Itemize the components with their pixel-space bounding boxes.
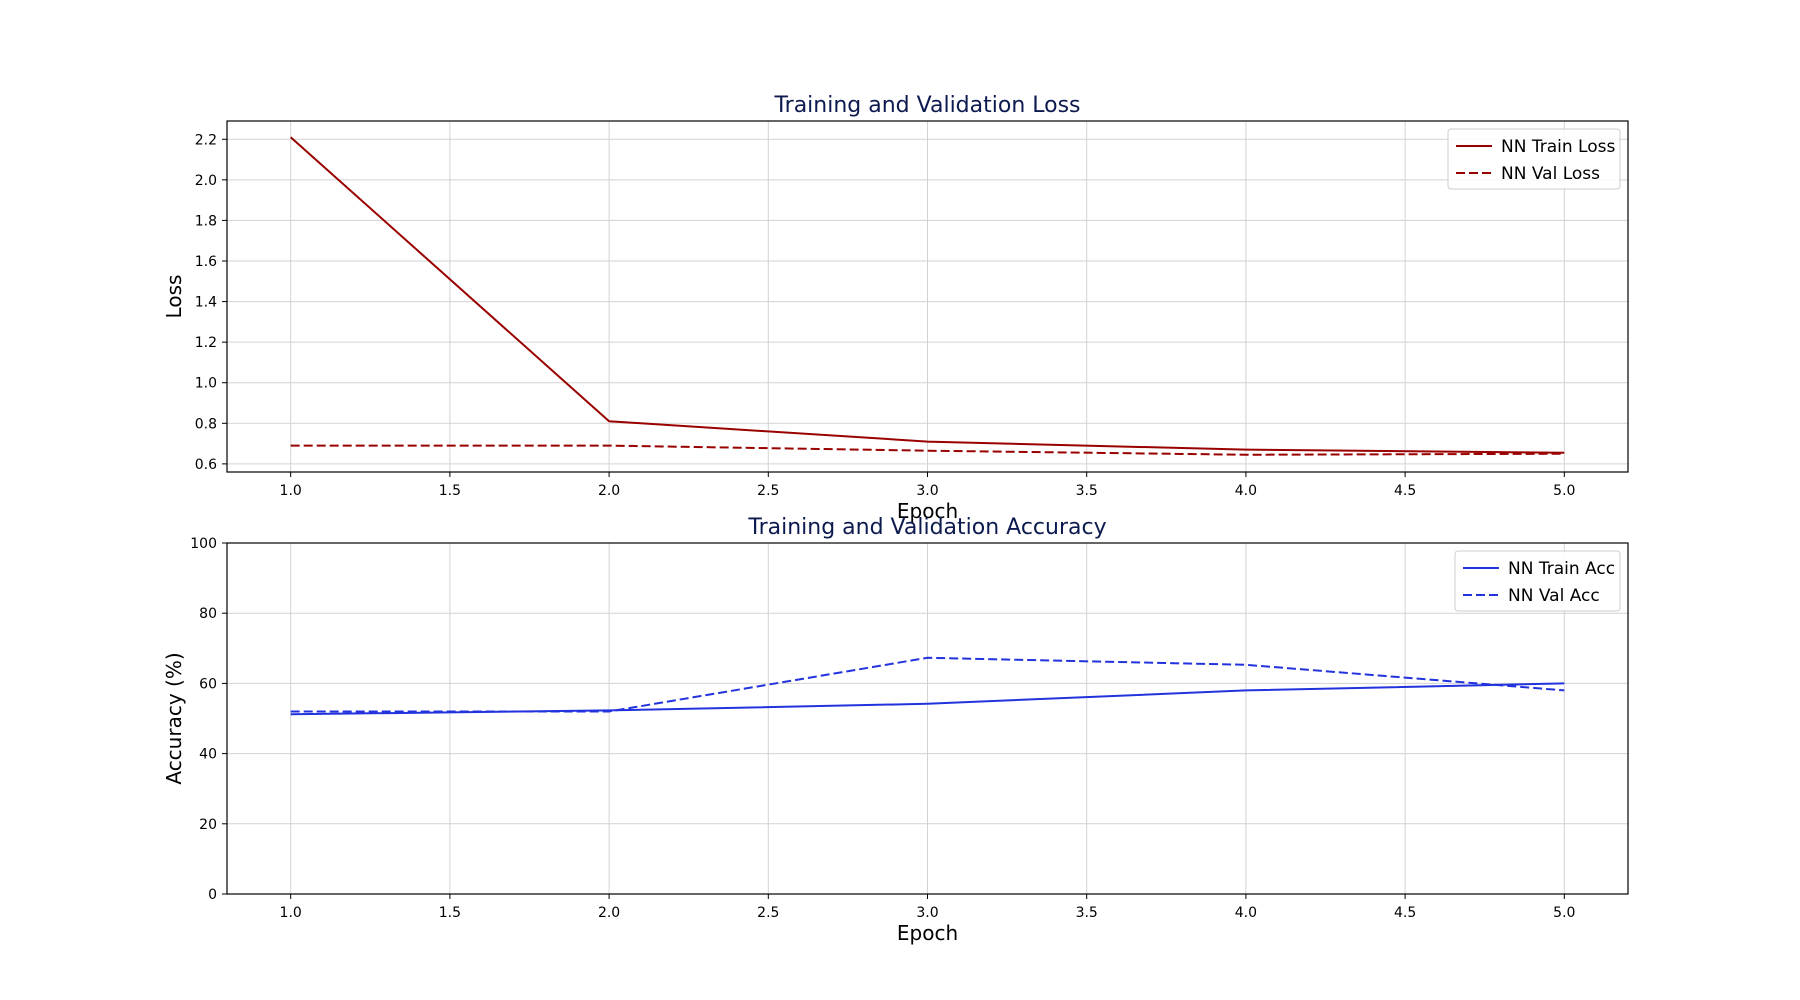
accuracy-y-tick-label: 0	[208, 887, 217, 903]
loss-x-tick-label: 2.5	[757, 483, 779, 499]
accuracy-y-tick-label: 40	[199, 747, 217, 763]
loss-ticks: 1.0 1.5 2.0 2.5 3.0 3.5 4.0 4.5 5.0 0.6 0.8 1.0 1.2 1…	[195, 132, 1576, 499]
accuracy-x-tick-label: 1.0	[280, 905, 302, 921]
accuracy-legend-label-1: NN Train Acc	[1508, 559, 1615, 579]
accuracy-x-tick-label: 4.5	[1394, 905, 1416, 921]
accuracy-x-tick-label: 2.0	[598, 905, 620, 921]
accuracy-chart-title: Training and Validation Accuracy	[747, 515, 1106, 540]
accuracy-y-tick-label: 80	[199, 606, 217, 622]
accuracy-y-tick-label: 100	[190, 536, 217, 552]
loss-series-line-2	[290, 444, 1565, 456]
accuracy-x-tick-label: 4.0	[1235, 905, 1257, 921]
accuracy-y-tick-label: 60	[199, 676, 217, 692]
loss-x-tick-label: 3.0	[916, 483, 938, 499]
accuracy-x-tick-label: 5.0	[1553, 905, 1575, 921]
accuracy-chart: 1.0 1.5 2.0 2.5 3.0 3.5 4.0 4.5 5.0020406080100 …	[162, 515, 1629, 945]
loss-legend-label-1: NN Train Loss	[1501, 137, 1615, 157]
accuracy-x-tick-label: 3.0	[916, 905, 938, 921]
loss-x-tick-label: 1.0	[280, 483, 302, 499]
loss-series	[290, 136, 1565, 456]
loss-y-axis-label: Loss	[162, 275, 186, 319]
accuracy-x-axis-label: Epoch	[897, 921, 958, 945]
loss-y-tick-label: 1.4	[195, 295, 217, 311]
loss-x-tick-label: 3.5	[1076, 483, 1098, 499]
accuracy-x-tick-label: 3.5	[1076, 905, 1098, 921]
accuracy-grid	[227, 542, 1628, 895]
loss-y-tick-label: 0.6	[195, 457, 217, 473]
accuracy-y-tick-label: 20	[199, 817, 217, 833]
loss-y-tick-label: 0.8	[195, 416, 217, 432]
accuracy-y-axis-label: Accuracy (%)	[162, 652, 186, 784]
loss-x-axis-label: Epoch	[897, 499, 958, 523]
loss-x-tick-label: 4.5	[1394, 483, 1416, 499]
loss-x-tick-label: 2.0	[598, 483, 620, 499]
loss-chart-title: Training and Validation Loss	[773, 93, 1080, 118]
loss-y-tick-label: 1.0	[195, 376, 217, 392]
accuracy-legend-label-2: NN Val Acc	[1508, 586, 1600, 606]
loss-x-tick-label: 4.0	[1235, 483, 1257, 499]
loss-x-tick-label: 5.0	[1553, 483, 1575, 499]
accuracy-x-tick-label: 2.5	[757, 905, 779, 921]
loss-y-tick-label: 2.0	[195, 173, 217, 189]
loss-y-tick-label: 1.8	[195, 213, 217, 229]
loss-y-tick-label: 1.2	[195, 335, 217, 351]
loss-x-tick-label: 1.5	[439, 483, 461, 499]
loss-y-tick-label: 2.2	[195, 132, 217, 148]
loss-legend: NN Train Loss NN Val Loss	[1447, 128, 1621, 190]
accuracy-legend: NN Train Acc NN Val Acc	[1454, 550, 1621, 612]
loss-legend-label-2: NN Val Loss	[1501, 164, 1600, 184]
loss-y-tick-label: 1.6	[195, 254, 217, 270]
accuracy-ticks: 1.0 1.5 2.0 2.5 3.0 3.5 4.0 4.5 5.0 0 20 40 60 80 100	[190, 536, 1575, 921]
accuracy-x-tick-label: 1.5	[439, 905, 461, 921]
loss-grid	[227, 121, 1628, 472]
loss-chart: 1.0 1.5 2.0 2.5 3.0 3.5 4.0 4.5 5.0 0.6 0.8 1.0 1.2 1…	[162, 93, 1629, 523]
accuracy-series	[290, 656, 1565, 716]
